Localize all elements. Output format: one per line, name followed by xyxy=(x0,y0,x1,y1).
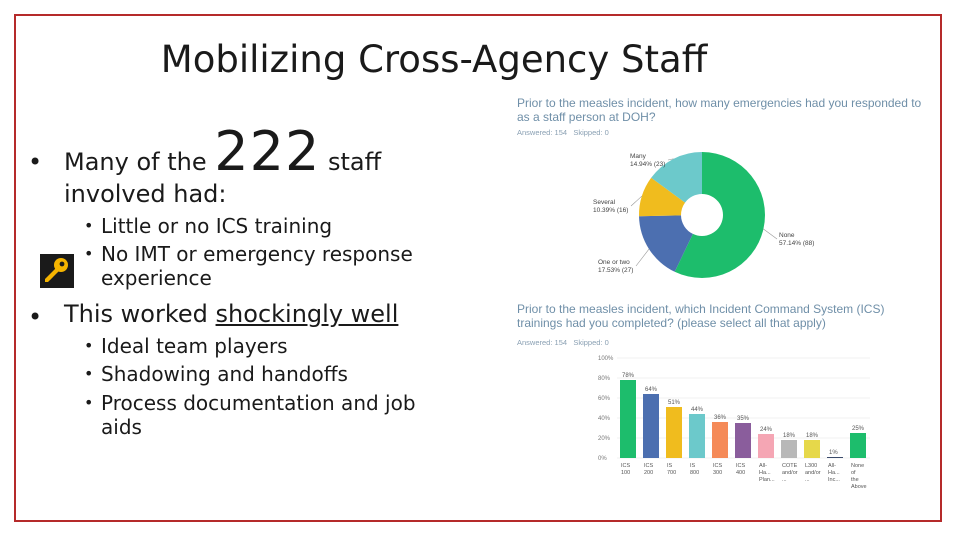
bullet-worked-well: This worked shockingly well xyxy=(64,300,399,328)
x-tick-label: ICS xyxy=(644,463,654,469)
y-tick-label: 20% xyxy=(598,436,611,442)
bar-value-label: 51% xyxy=(668,400,681,406)
bar-value-label: 1% xyxy=(829,450,838,456)
x-tick-label: L300 xyxy=(805,463,817,469)
bar xyxy=(712,422,728,458)
bar-value-label: 24% xyxy=(760,427,773,433)
x-tick-label: IS xyxy=(690,463,696,469)
sub-bullet-team-players: • Ideal team players xyxy=(84,334,288,358)
bar xyxy=(804,440,820,458)
x-tick-label: None xyxy=(851,463,864,469)
sub-bullet-no-imt: • No IMT or emergency response xyxy=(84,242,413,266)
sub-bullet-process-docs-cont: aids xyxy=(101,415,142,439)
y-tick-label: 80% xyxy=(598,376,611,382)
slide-frame xyxy=(14,14,942,522)
x-tick-label: and/or xyxy=(805,470,821,476)
bullet-staff-involved: Many of the 222 staff xyxy=(64,120,381,183)
x-tick-label: 100 xyxy=(621,470,630,476)
bar xyxy=(850,433,866,458)
x-tick-label: ... xyxy=(782,477,787,483)
x-tick-label: 300 xyxy=(713,470,722,476)
x-tick-label: 800 xyxy=(690,470,699,476)
chart1-question: Prior to the measles incident, how many … xyxy=(517,96,922,124)
x-tick-label: Ha... xyxy=(828,470,840,476)
donut-slice xyxy=(639,177,686,217)
bar xyxy=(827,457,843,458)
y-tick-label: 100% xyxy=(598,356,614,362)
donut-slice xyxy=(674,152,765,278)
bullet-suffix: staff xyxy=(327,148,382,176)
x-tick-label: Inc... xyxy=(828,477,840,483)
bar-value-label: 36% xyxy=(714,415,727,421)
x-tick-label: ICS xyxy=(713,463,723,469)
underlined-phrase: shockingly well xyxy=(215,300,399,328)
x-tick-label: All- xyxy=(828,463,836,469)
bar-value-label: 44% xyxy=(691,407,704,413)
slice-value-label: 57.14% (88) xyxy=(779,240,814,247)
slide-title: Mobilizing Cross-Agency Staff xyxy=(160,38,708,81)
slice-leader-line xyxy=(763,228,778,240)
sub-bullet-shadowing: • Shadowing and handoffs xyxy=(84,362,348,386)
staff-count: 222 xyxy=(214,120,321,183)
bar-chart: 100%80%60%40%20%0%78%ICS10064%ICS20051%I… xyxy=(598,356,870,490)
x-tick-label: 700 xyxy=(667,470,676,476)
x-tick-label: ICS xyxy=(736,463,746,469)
bar-value-label: 18% xyxy=(806,433,819,439)
sub-bullet-process-docs: • Process documentation and job xyxy=(84,391,416,415)
donut-slice xyxy=(651,152,702,203)
slice-label: Many xyxy=(630,153,647,160)
slice-value-label: 17.53% (27) xyxy=(598,267,633,274)
x-tick-label: Above xyxy=(851,484,867,490)
y-tick-label: 0% xyxy=(598,456,607,462)
sub-bullet-no-imt-cont: experience xyxy=(101,266,212,290)
chart2-question: Prior to the measles incident, which Inc… xyxy=(517,302,885,330)
bar-value-label: 64% xyxy=(645,387,658,393)
bar-value-label: 35% xyxy=(737,416,750,422)
chart2-meta: Answered: 154 Skipped: 0 xyxy=(517,338,609,347)
x-tick-label: Plan... xyxy=(759,477,775,483)
slice-leader-line xyxy=(630,195,643,207)
donut-slice xyxy=(639,215,693,272)
bar xyxy=(781,440,797,458)
chart1-meta: Answered: 154 Skipped: 0 xyxy=(517,128,609,137)
y-tick-label: 60% xyxy=(598,396,611,402)
x-tick-label: ... xyxy=(805,477,810,483)
bar-value-label: 18% xyxy=(783,433,796,439)
sub-bullet-ics-training: • Little or no ICS training xyxy=(84,214,333,238)
bar-value-label: 25% xyxy=(852,426,865,432)
bar xyxy=(689,414,705,458)
y-tick-label: 40% xyxy=(598,416,611,422)
bar xyxy=(758,434,774,458)
slice-value-label: 14.94% (23) xyxy=(630,161,665,168)
bar xyxy=(666,407,682,458)
x-tick-label: COTE xyxy=(782,463,798,469)
slice-label: Several xyxy=(593,199,616,206)
x-tick-label: and/or xyxy=(782,470,798,476)
bar xyxy=(620,380,636,458)
bullet-prefix: Many of the xyxy=(64,148,207,176)
key-icon xyxy=(40,254,74,288)
bullet-dot-2: • xyxy=(28,303,43,331)
slice-leader-line xyxy=(635,248,650,267)
x-tick-label: Ha... xyxy=(759,470,771,476)
x-tick-label: the xyxy=(851,477,859,483)
x-tick-label: ICS xyxy=(621,463,631,469)
slice-label: One or two xyxy=(598,259,630,266)
slice-value-label: 10.39% (16) xyxy=(593,207,628,214)
bar-value-label: 78% xyxy=(622,373,635,379)
x-tick-label: All- xyxy=(759,463,767,469)
x-tick-label: IS xyxy=(667,463,673,469)
slice-leader-line xyxy=(667,158,674,161)
slice-label: None xyxy=(779,232,795,239)
x-tick-label: 400 xyxy=(736,470,745,476)
x-tick-label: of xyxy=(851,470,856,476)
bullet-line2: involved had: xyxy=(64,180,227,208)
bullet-dot: • xyxy=(28,148,43,176)
x-tick-label: 200 xyxy=(644,470,653,476)
bar xyxy=(643,394,659,458)
bar xyxy=(735,423,751,458)
